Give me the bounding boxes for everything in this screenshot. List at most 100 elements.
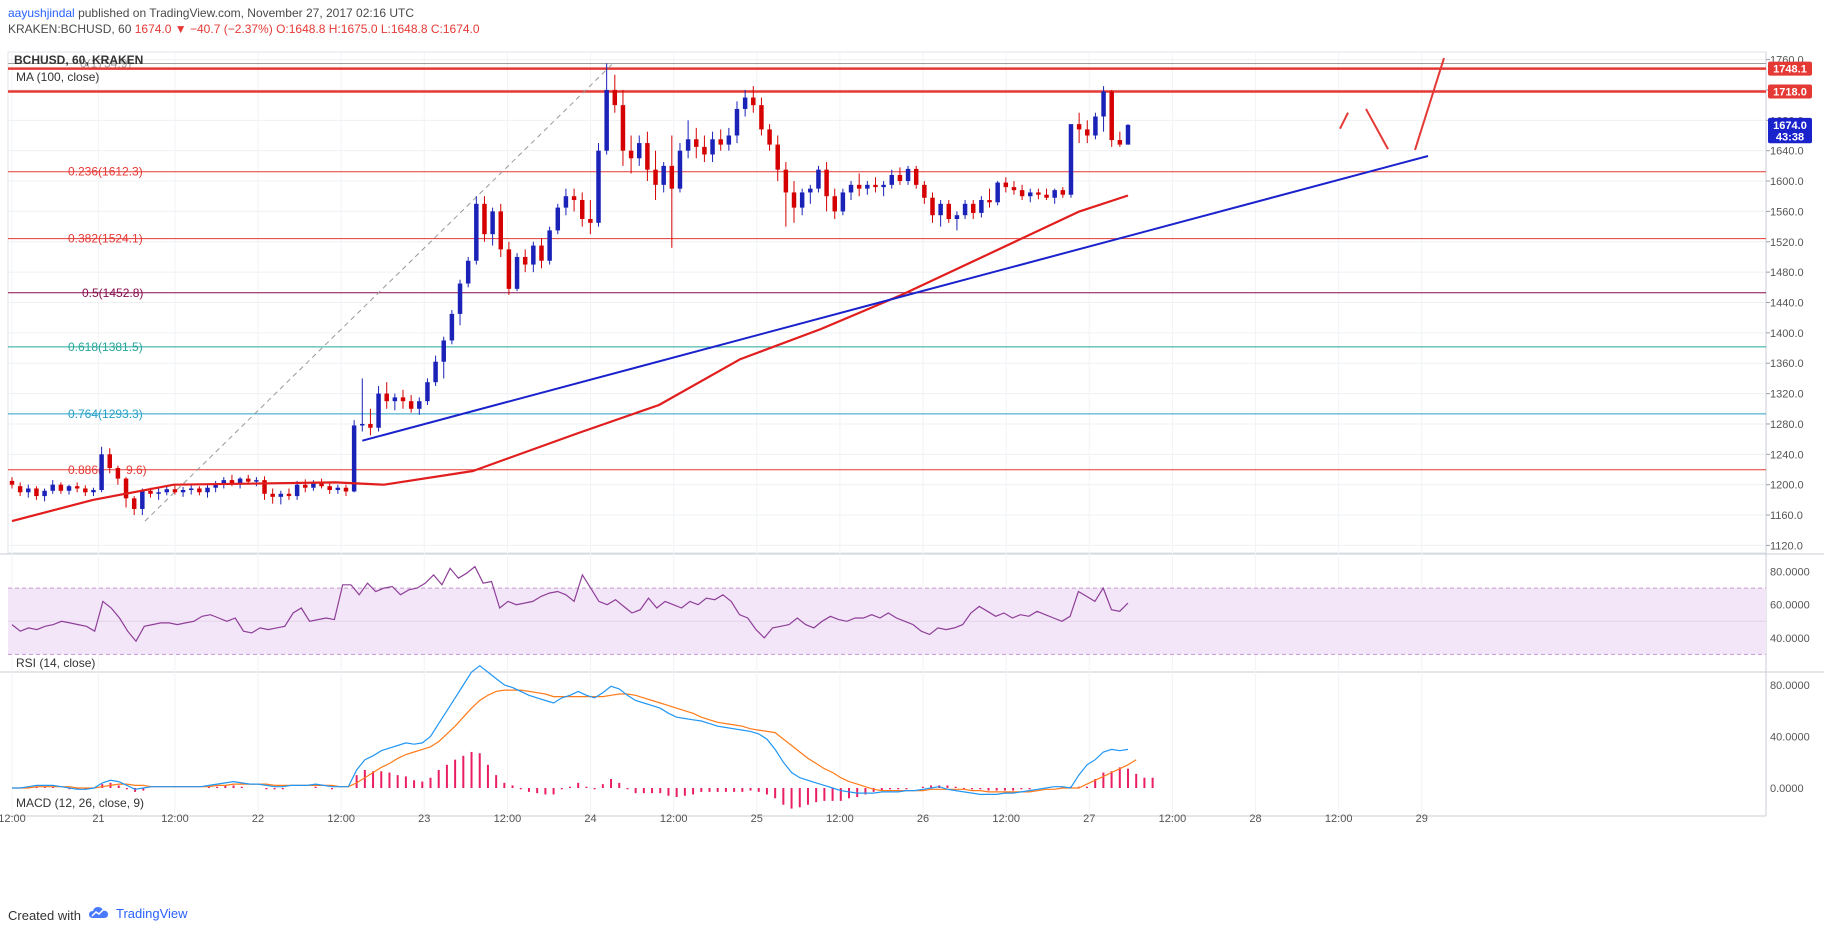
author-link[interactable]: aayushjindal (8, 6, 75, 20)
candle (685, 139, 691, 151)
candle (172, 489, 178, 493)
x-tick-label: 21 (92, 813, 104, 825)
candle (1093, 116, 1098, 136)
candle (767, 129, 772, 145)
candle (131, 498, 137, 509)
candle (270, 493, 275, 497)
candle (905, 168, 911, 182)
candle (522, 256, 528, 265)
candle (1028, 192, 1033, 197)
candle (66, 486, 72, 491)
candle (74, 486, 80, 489)
candle (42, 490, 47, 497)
price-badge-bg (1768, 129, 1812, 144)
y-tick-label: 1560.0 (1770, 206, 1804, 218)
candle (962, 203, 968, 216)
candle (1101, 91, 1106, 117)
down-arrow-icon: ▼ (174, 22, 187, 36)
tradingview-logo[interactable]: TradingView (88, 905, 188, 921)
created-with-text: Created with (8, 908, 81, 923)
candle (555, 207, 561, 231)
candle (156, 492, 161, 494)
candle (514, 256, 520, 289)
candle (425, 382, 430, 402)
candle (286, 493, 292, 497)
projection-stroke (1414, 57, 1445, 151)
candle (799, 192, 805, 208)
candle (539, 245, 544, 261)
candle (1036, 192, 1041, 195)
candle (604, 89, 609, 151)
y-tick-label: 1360.0 (1770, 358, 1804, 370)
candle (294, 484, 300, 497)
candle (335, 487, 341, 490)
candle (571, 196, 577, 201)
candle (392, 397, 398, 402)
candle (303, 484, 308, 488)
candle (408, 401, 414, 409)
candle (579, 200, 585, 219)
candle (547, 230, 552, 261)
candle (343, 487, 349, 492)
candle (237, 478, 243, 484)
y-tick-label: 1200.0 (1770, 480, 1804, 492)
symbol-text: KRAKEN:BCHUSD, 60 (8, 22, 132, 36)
candle (922, 184, 927, 198)
candle (50, 484, 55, 491)
candle (775, 144, 780, 170)
candle (262, 480, 267, 494)
published-text: published on TradingView.com, November 2… (78, 6, 415, 20)
fib-label: 0.236(1612.3) (68, 165, 143, 179)
chart-canvas[interactable]: 0(1754.9) 0.236(1612.3) 0.382(1524.1) 0.5(1… (0, 40, 1824, 896)
y-tick-label: 1520.0 (1770, 237, 1804, 249)
candle (457, 283, 463, 314)
candle (417, 401, 422, 409)
candle (653, 169, 658, 185)
price-badge-bg (1768, 84, 1812, 99)
candle (824, 169, 829, 197)
price-badge-label: 43:38 (1776, 131, 1804, 143)
candle (164, 489, 170, 493)
candle (661, 165, 666, 185)
y-tick-label: 1640.0 (1770, 146, 1804, 158)
cloud-logo-icon (89, 907, 108, 918)
candle (498, 211, 503, 250)
candle (588, 219, 593, 223)
price-badge: 1674.0 (1768, 117, 1812, 132)
candle (596, 150, 601, 223)
x-tick-label: 26 (917, 813, 929, 825)
candle (188, 488, 194, 490)
x-tick-label: 12:00 (0, 813, 26, 825)
candle (482, 203, 487, 235)
rsi-tick-label: 80.0000 (1770, 567, 1810, 579)
candle (205, 487, 210, 493)
macd-line (12, 664, 1129, 795)
candle (637, 143, 642, 159)
rsi-legend: RSI (14, close) (16, 656, 96, 670)
candle (742, 97, 748, 109)
candle (881, 184, 886, 188)
price-badge-bg (1768, 117, 1812, 132)
candle (506, 249, 512, 289)
x-tick-label: 29 (1416, 813, 1428, 825)
macd-legend: MACD (12, 26, close, 9) (16, 796, 145, 810)
candle (1085, 129, 1090, 136)
candle (726, 135, 732, 145)
x-tick-label: 12:00 (161, 813, 189, 825)
fib-label: 0.382(1524.1) (68, 232, 143, 246)
candle (221, 480, 227, 484)
publish-line: aayushjindal published on TradingView.co… (8, 6, 414, 20)
candle (229, 480, 235, 484)
x-tick-label: 25 (751, 813, 763, 825)
rsi-line (11, 565, 1129, 643)
candle (873, 184, 878, 188)
candle (970, 203, 976, 213)
price-change: −40.7 (−2.37%) (190, 22, 273, 36)
moving-average-line (11, 194, 1129, 523)
fib-label: 0.618(1381.5) (68, 340, 143, 354)
fib-label: 0.764(1293.3) (68, 407, 143, 421)
candle (58, 484, 64, 491)
candle (360, 423, 365, 426)
projection-stroke (1365, 108, 1389, 150)
candle (123, 478, 129, 499)
